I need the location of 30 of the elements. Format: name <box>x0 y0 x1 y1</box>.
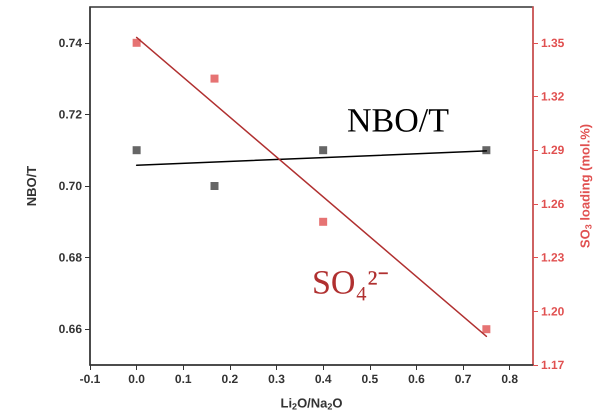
point <box>482 325 490 334</box>
y2-tick-label: 1.23 <box>541 250 565 265</box>
x-tick-label: 0.5 <box>361 372 378 386</box>
annotation: NBO/T <box>347 102 450 140</box>
x-tick-label: 0.3 <box>268 372 286 386</box>
point <box>132 38 141 47</box>
y2-tick-label: 1.32 <box>541 90 565 104</box>
x-tick-label: 0.8 <box>501 372 518 386</box>
x-tick-label: -0.1 <box>80 372 101 386</box>
y2-tick-label: 1.35 <box>541 36 565 50</box>
x-tick-label: 0.2 <box>222 372 239 386</box>
y-tick-label: 0.68 <box>58 250 82 265</box>
x-tick-label: 0.4 <box>314 372 332 386</box>
y2-tick-label: 1.26 <box>541 196 565 211</box>
x-tick-label: 0.7 <box>454 372 472 386</box>
annotation: SO₄²⁻ <box>312 264 389 302</box>
y-tick-label: 0.70 <box>58 179 82 193</box>
y2-tick-label: 1.29 <box>541 143 565 158</box>
y2-tick-label: 1.20 <box>541 304 565 318</box>
x-tick-label: 0.1 <box>174 372 192 386</box>
y2-tick-label: 1.17 <box>541 358 565 372</box>
y-axis-title: NBO/T <box>24 166 39 206</box>
point <box>319 218 328 226</box>
y-tick-label: 0.66 <box>58 322 82 336</box>
point <box>210 74 219 83</box>
y-tick-label: 0.72 <box>58 107 82 122</box>
y-tick-label: 0.74 <box>58 36 82 50</box>
y2-axis-title: SO3 loading (mol.%) <box>578 124 594 248</box>
x-tick-label: 0.0 <box>128 372 146 386</box>
x-tick-label: 0.6 <box>408 372 426 386</box>
